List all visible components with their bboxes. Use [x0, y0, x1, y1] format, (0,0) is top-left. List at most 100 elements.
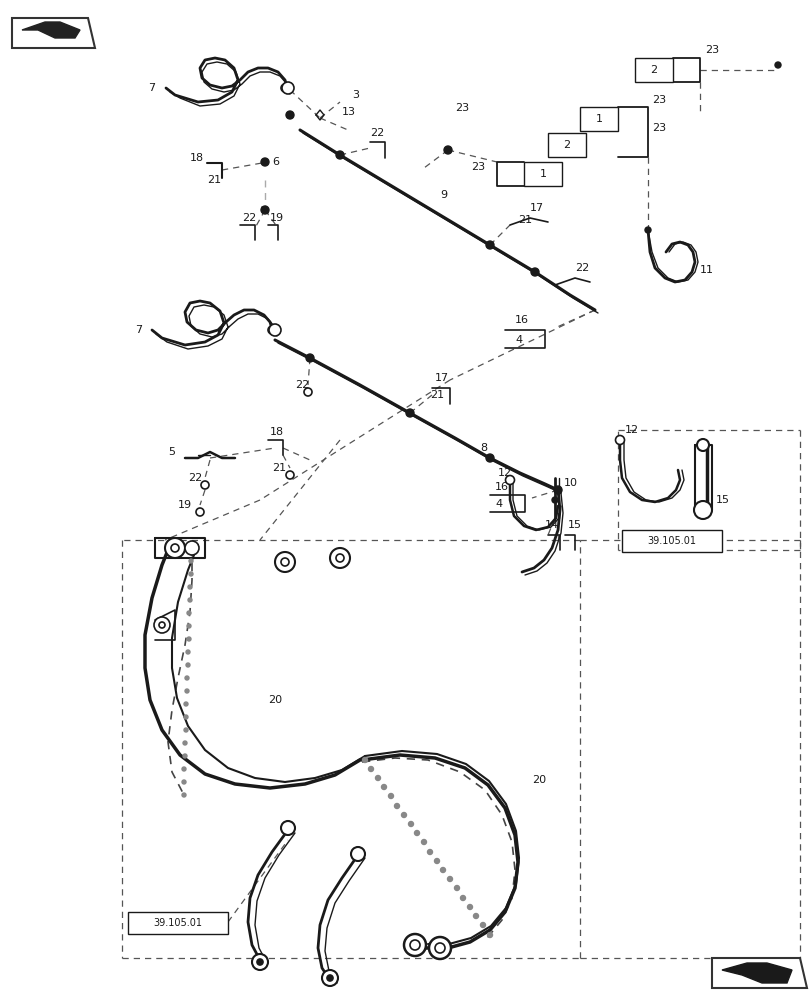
- Circle shape: [329, 548, 350, 568]
- Circle shape: [454, 886, 459, 890]
- Circle shape: [473, 913, 478, 918]
- Text: 2: 2: [650, 65, 657, 75]
- Circle shape: [696, 439, 708, 451]
- Circle shape: [350, 847, 365, 861]
- Circle shape: [281, 84, 289, 92]
- Circle shape: [187, 637, 191, 641]
- Text: 4: 4: [514, 335, 521, 345]
- Circle shape: [171, 544, 178, 552]
- Text: 5: 5: [168, 447, 175, 457]
- Polygon shape: [711, 958, 806, 988]
- Text: 20: 20: [268, 695, 281, 705]
- Text: 23: 23: [651, 123, 665, 133]
- Circle shape: [530, 268, 539, 276]
- Circle shape: [257, 959, 263, 965]
- Text: 23: 23: [470, 162, 484, 172]
- Circle shape: [281, 558, 289, 566]
- Circle shape: [182, 780, 186, 784]
- Circle shape: [285, 111, 294, 119]
- Circle shape: [184, 728, 188, 732]
- Circle shape: [410, 940, 419, 950]
- Circle shape: [275, 552, 294, 572]
- Text: 17: 17: [530, 203, 543, 213]
- Circle shape: [406, 409, 414, 417]
- Circle shape: [401, 812, 406, 817]
- Circle shape: [165, 538, 185, 558]
- Circle shape: [375, 776, 380, 780]
- Polygon shape: [12, 18, 95, 48]
- Bar: [547, 133, 586, 157]
- Circle shape: [182, 741, 187, 745]
- Circle shape: [251, 954, 268, 970]
- Circle shape: [281, 82, 294, 94]
- Text: 14: 14: [544, 520, 559, 530]
- Text: 39.105.01: 39.105.01: [153, 918, 202, 928]
- Text: 17: 17: [435, 373, 448, 383]
- Circle shape: [195, 508, 204, 516]
- Circle shape: [336, 554, 344, 562]
- Text: 19: 19: [270, 213, 284, 223]
- Circle shape: [268, 324, 281, 336]
- Circle shape: [182, 767, 186, 771]
- Text: 19: 19: [178, 500, 192, 510]
- Text: 23: 23: [454, 103, 469, 113]
- Bar: [128, 912, 228, 934]
- Circle shape: [189, 572, 193, 576]
- Text: 21: 21: [430, 390, 444, 400]
- Circle shape: [184, 715, 188, 719]
- Circle shape: [444, 146, 452, 154]
- Text: 7: 7: [148, 83, 155, 93]
- Circle shape: [281, 821, 294, 835]
- Circle shape: [693, 501, 711, 519]
- Circle shape: [159, 622, 165, 628]
- Circle shape: [394, 803, 399, 808]
- Circle shape: [505, 476, 514, 485]
- Circle shape: [185, 676, 189, 680]
- Circle shape: [185, 541, 199, 555]
- Circle shape: [201, 481, 208, 489]
- Text: 10: 10: [564, 478, 577, 488]
- Text: 1: 1: [539, 169, 546, 179]
- Circle shape: [154, 617, 169, 633]
- Circle shape: [388, 793, 393, 798]
- Text: 12: 12: [624, 425, 638, 435]
- Circle shape: [421, 839, 426, 844]
- Circle shape: [435, 943, 444, 953]
- Circle shape: [381, 784, 386, 790]
- Text: 6: 6: [272, 157, 279, 167]
- Text: 22: 22: [188, 473, 202, 483]
- Circle shape: [336, 151, 344, 159]
- Circle shape: [362, 758, 367, 762]
- Text: 23: 23: [704, 45, 719, 55]
- Text: 20: 20: [531, 775, 546, 785]
- Bar: [634, 58, 672, 82]
- Text: 3: 3: [351, 90, 358, 100]
- Circle shape: [447, 876, 452, 882]
- Circle shape: [260, 158, 268, 166]
- Circle shape: [187, 611, 191, 615]
- Circle shape: [188, 598, 191, 602]
- Circle shape: [306, 354, 314, 362]
- Text: 21: 21: [272, 463, 285, 473]
- Circle shape: [327, 975, 333, 981]
- Circle shape: [286, 112, 293, 118]
- Text: 8: 8: [479, 443, 487, 453]
- Circle shape: [551, 497, 557, 503]
- Circle shape: [414, 830, 419, 835]
- Circle shape: [303, 388, 311, 396]
- Text: 18: 18: [190, 153, 204, 163]
- Text: 22: 22: [574, 263, 589, 273]
- Circle shape: [434, 858, 439, 863]
- Circle shape: [486, 241, 493, 249]
- Circle shape: [428, 937, 450, 959]
- Circle shape: [774, 62, 780, 68]
- Text: 13: 13: [341, 107, 355, 117]
- Text: 22: 22: [294, 380, 309, 390]
- Text: 15: 15: [568, 520, 581, 530]
- Circle shape: [260, 206, 268, 214]
- Text: 16: 16: [514, 315, 528, 325]
- Circle shape: [644, 227, 650, 233]
- Circle shape: [186, 650, 190, 654]
- Circle shape: [185, 689, 189, 693]
- Text: 21: 21: [207, 175, 221, 185]
